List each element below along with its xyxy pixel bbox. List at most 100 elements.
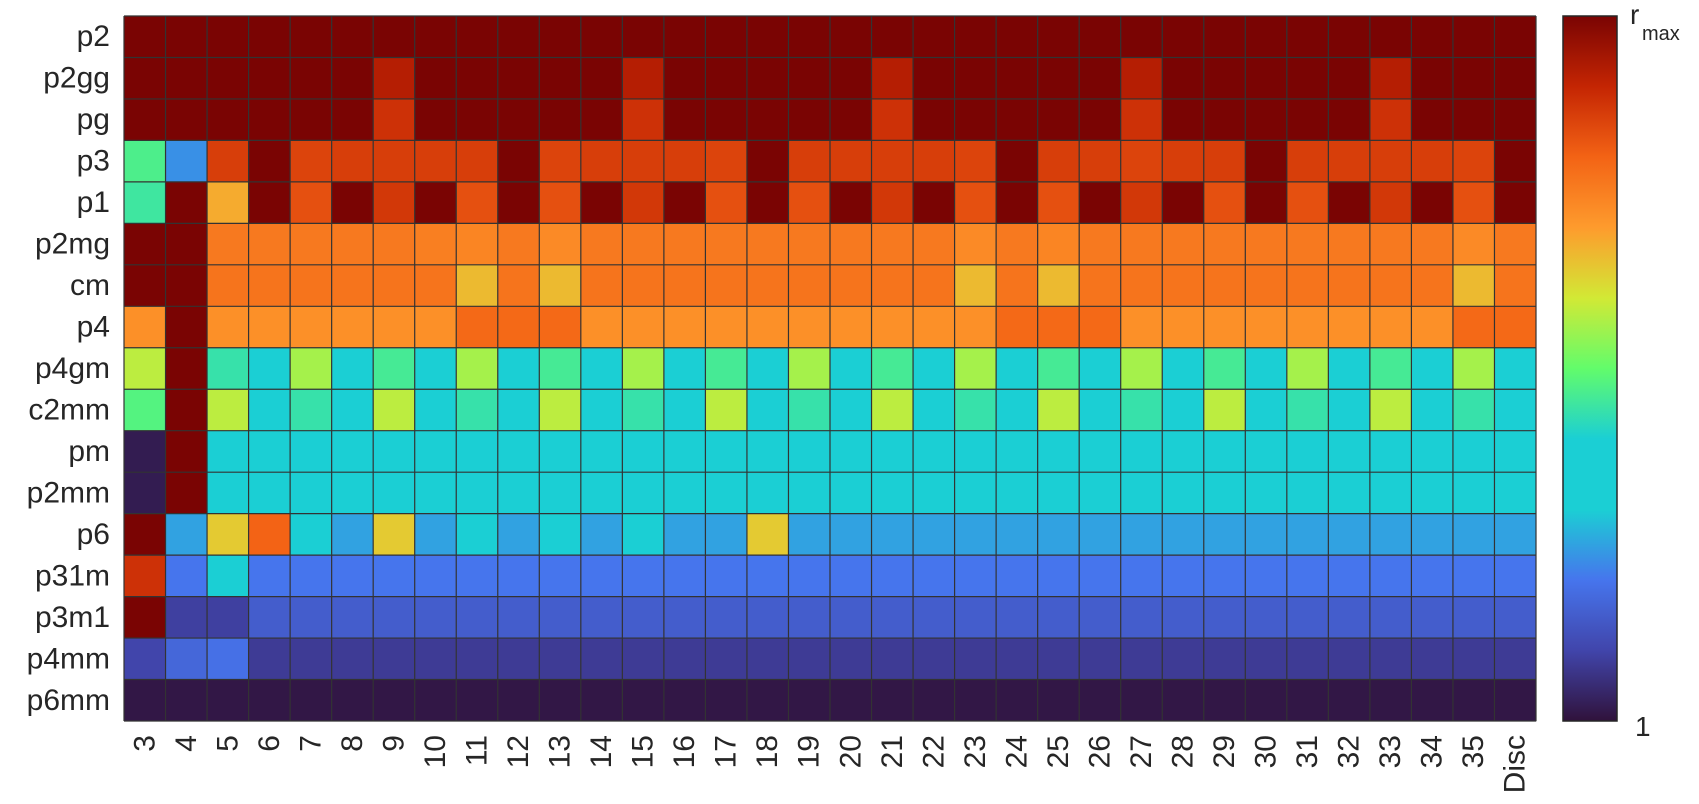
heatmap-cell <box>1120 555 1163 597</box>
heatmap-cell <box>705 555 748 597</box>
heatmap-cell <box>539 638 582 680</box>
heatmap-cell <box>1079 181 1122 224</box>
heatmap-cell <box>290 472 333 515</box>
heatmap-cell <box>1162 16 1205 58</box>
heatmap-cell <box>165 555 208 597</box>
heatmap-cell <box>746 16 789 58</box>
heatmap-cell <box>124 596 166 639</box>
heatmap-cell <box>1037 264 1080 307</box>
heatmap-cell <box>456 223 499 266</box>
y-tick-label: p4mm <box>27 642 110 675</box>
heatmap-cell <box>1203 513 1246 556</box>
heatmap-cell <box>913 98 955 141</box>
heatmap-cell <box>1411 679 1454 722</box>
heatmap-cell <box>871 57 914 100</box>
heatmap-cell <box>1286 57 1329 100</box>
heatmap-cell <box>1494 264 1537 307</box>
heatmap-cell <box>1203 98 1246 141</box>
heatmap-cell <box>746 513 789 556</box>
heatmap-cell <box>705 472 748 515</box>
heatmap-cell <box>1120 430 1163 473</box>
heatmap-cell <box>954 679 997 722</box>
x-tick-label: 11 <box>461 735 494 766</box>
heatmap-cell <box>830 430 872 473</box>
heatmap-cell <box>1162 98 1205 141</box>
heatmap-cell <box>1286 347 1329 390</box>
heatmap-cell <box>580 347 623 390</box>
heatmap-cell <box>1162 638 1205 680</box>
heatmap-cell <box>622 679 665 722</box>
heatmap-cell <box>996 472 1039 515</box>
heatmap-cell <box>331 57 374 100</box>
heatmap-cell <box>580 638 623 680</box>
heatmap-cell <box>871 472 914 515</box>
x-tick-label: 14 <box>585 735 618 768</box>
heatmap-cell <box>331 264 374 307</box>
heatmap-cell <box>290 306 333 349</box>
heatmap-cell <box>1203 57 1246 100</box>
heatmap-cell <box>1162 555 1205 597</box>
heatmap-cell <box>1411 140 1454 183</box>
heatmap-cell <box>165 513 208 556</box>
heatmap-cell <box>1328 430 1371 473</box>
heatmap-cell <box>1369 638 1412 680</box>
heatmap-cell <box>1203 347 1246 390</box>
x-tick-label: 23 <box>959 735 992 768</box>
heatmap-cell <box>1079 472 1122 515</box>
heatmap-cell <box>124 223 166 266</box>
heatmap-cell <box>1369 98 1412 141</box>
heatmap-cell <box>1411 306 1454 349</box>
heatmap-cell <box>913 555 955 597</box>
heatmap-cell <box>290 347 333 390</box>
heatmap-cell <box>1079 389 1122 432</box>
heatmap-cell <box>1452 679 1495 722</box>
heatmap-cell <box>580 389 623 432</box>
heatmap-cell <box>1079 57 1122 100</box>
heatmap-cell <box>539 472 582 515</box>
heatmap-cell <box>1120 679 1163 722</box>
x-tick-label: 6 <box>253 735 286 752</box>
heatmap-cell <box>373 513 416 556</box>
heatmap-cell <box>830 389 872 432</box>
heatmap-cell <box>373 306 416 349</box>
heatmap-cell <box>871 181 914 224</box>
heatmap-cell <box>165 472 208 515</box>
heatmap-cell <box>746 638 789 680</box>
heatmap-cell <box>539 16 582 58</box>
heatmap-cell <box>913 472 955 515</box>
heatmap-cell <box>580 98 623 141</box>
heatmap-cell <box>788 472 831 515</box>
heatmap-cell <box>788 16 831 58</box>
heatmap-cell <box>373 347 416 390</box>
heatmap-cell <box>1120 98 1163 141</box>
heatmap-cell <box>497 306 540 349</box>
heatmap-cell <box>954 555 997 597</box>
heatmap-cell <box>248 98 291 141</box>
heatmap-cell <box>373 430 416 473</box>
heatmap-cell <box>1037 596 1080 639</box>
heatmap-cell <box>124 555 166 597</box>
heatmap-cell <box>248 181 291 224</box>
x-tick-label: 4 <box>170 735 203 752</box>
x-tick-label: 5 <box>211 735 244 752</box>
heatmap-cell <box>248 430 291 473</box>
heatmap-cell <box>705 16 748 58</box>
heatmap-cell <box>539 513 582 556</box>
heatmap-cell <box>1286 98 1329 141</box>
heatmap-cell <box>871 389 914 432</box>
heatmap-cell <box>622 513 665 556</box>
heatmap-cell <box>1079 596 1122 639</box>
heatmap-cell <box>580 679 623 722</box>
heatmap-cell <box>913 638 955 680</box>
heatmap-cell <box>331 596 374 639</box>
heatmap-cell <box>1369 181 1412 224</box>
heatmap-cell <box>746 57 789 100</box>
heatmap-cell <box>913 306 955 349</box>
heatmap-cell <box>913 264 955 307</box>
x-tick-label: 10 <box>419 735 452 768</box>
heatmap-cell <box>1120 513 1163 556</box>
heatmap-cell <box>580 264 623 307</box>
heatmap-cell <box>373 472 416 515</box>
y-axis-labels: p2 p2gg pg p3 p1 p2mg cm p4 p4gm c2mm pm p2mm p6 p31m… <box>27 20 110 717</box>
heatmap-cell <box>207 306 249 349</box>
